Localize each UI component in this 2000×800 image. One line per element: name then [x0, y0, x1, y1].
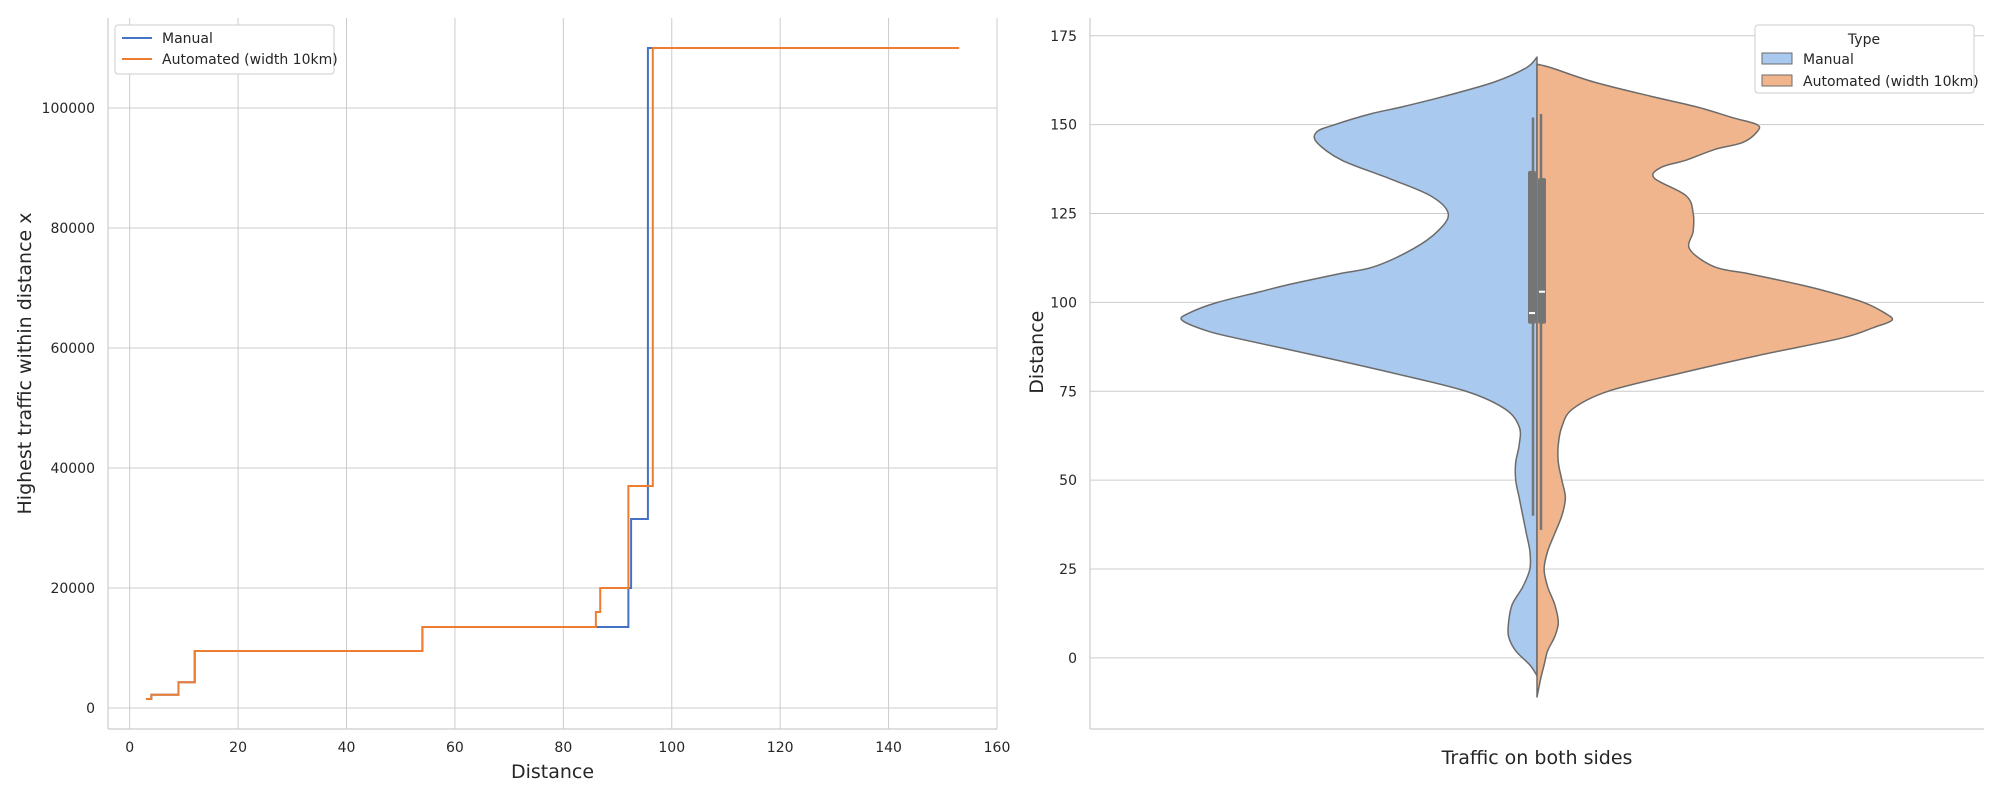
legend-manual-label: Manual — [162, 31, 213, 47]
left-x-tick-label: 160 — [984, 740, 1011, 756]
manual-violin-half — [1180, 56, 1538, 677]
left-y-tick-label: 100000 — [42, 101, 95, 117]
step-line-chart: 0 20 40 60 80 100 120 140 160 0 20000 40000 60000 800… — [42, 18, 1011, 756]
right-legend: Type Manual Automated (width 10km) — [1754, 24, 1979, 94]
left-x-axis-label: Distance — [511, 761, 594, 783]
left-legend: Manual Automated (width 10km) — [114, 24, 338, 75]
legend-manual-label: Manual — [1803, 52, 1854, 68]
right-y-tick-label: 150 — [1050, 118, 1077, 134]
left-x-tick-label: 20 — [229, 740, 247, 756]
left-x-tick-label: 60 — [446, 740, 464, 756]
right-y-tick-label: 75 — [1059, 384, 1077, 400]
right-y-tick-label: 125 — [1050, 207, 1077, 223]
left-y-axis-label: Highest traffic within distance x — [14, 213, 36, 515]
left-y-tick-label: 80000 — [50, 221, 95, 237]
right-y-tick-label: 50 — [1059, 473, 1077, 489]
left-y-tick-label: 40000 — [50, 461, 95, 477]
left-y-tick-label: 0 — [86, 701, 95, 717]
right-y-tick-label: 100 — [1050, 295, 1077, 311]
split-violin-chart: 0 25 50 75 100 125 150 175 — [1050, 18, 1984, 730]
manual-box — [1528, 170, 1536, 324]
legend-manual-patch — [1761, 52, 1793, 65]
right-y-tick-label: 25 — [1059, 562, 1077, 578]
manual-step-line — [145, 47, 960, 700]
left-y-tick-label: 20000 — [50, 581, 95, 597]
left-x-tick-label: 120 — [767, 740, 794, 756]
right-y-axis-label: Distance — [1026, 311, 1048, 394]
right-y-tick-label: 175 — [1050, 29, 1077, 45]
left-x-tick-label: 40 — [338, 740, 356, 756]
legend-automated-label: Automated (width 10km) — [1803, 74, 1979, 90]
right-x-axis-label: Traffic on both sides — [1441, 747, 1633, 769]
left-x-tick-label: 80 — [554, 740, 572, 756]
left-x-tick-label: 0 — [125, 740, 134, 756]
right-y-tick-label: 0 — [1068, 651, 1077, 667]
left-y-tick-label: 60000 — [50, 341, 95, 357]
legend-automated-patch — [1761, 74, 1793, 87]
automated-step-line — [145, 47, 960, 700]
legend-title: Type — [1847, 32, 1880, 48]
automated-box — [1538, 177, 1546, 324]
left-x-tick-label: 100 — [658, 740, 685, 756]
legend-automated-label: Automated (width 10km) — [162, 52, 338, 68]
left-x-tick-label: 140 — [875, 740, 902, 756]
automated-violin-half — [1536, 63, 1894, 698]
